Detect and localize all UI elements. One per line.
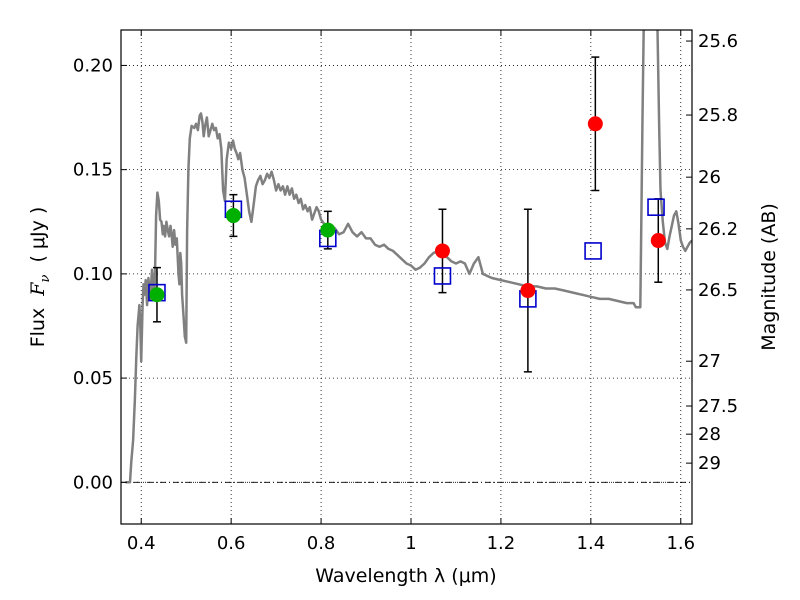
magnitude-tick-label: 28 xyxy=(698,424,721,445)
low-significance-point xyxy=(434,243,450,259)
y-tick-label: 0.05 xyxy=(73,368,113,389)
magnitude-tick-label: 25.8 xyxy=(698,105,738,126)
x-tick-label: 0.4 xyxy=(127,533,156,554)
magnitude-axis-label: Magnitude (AB) xyxy=(758,203,780,351)
plot-frame xyxy=(120,29,693,525)
low-significance-point xyxy=(650,233,666,249)
y-axis-label: Flux Fν ( μJy ) xyxy=(27,207,53,348)
x-axis-label: Wavelength λ (μm) xyxy=(315,565,496,587)
magnitude-tick-label: 29 xyxy=(698,453,721,474)
x-tick-label: 1.4 xyxy=(577,533,606,554)
data-markers xyxy=(148,116,666,308)
magnitude-axis-ticks: 25.6 25.8 26 26.2 26.5 27 27.5 28 29 xyxy=(686,31,738,474)
y-tick-label: 0.20 xyxy=(73,55,113,76)
x-tick-label: 1.2 xyxy=(487,533,516,554)
low-significance-point xyxy=(587,116,603,132)
detection-point xyxy=(225,208,241,224)
detection-point xyxy=(149,287,165,303)
x-tick-label: 0.8 xyxy=(307,533,336,554)
magnitude-tick-label: 27.5 xyxy=(698,396,738,417)
magnitude-tick-label: 27 xyxy=(698,351,721,372)
magnitude-tick-label: 26.2 xyxy=(698,219,738,240)
low-significance-point xyxy=(520,283,536,299)
x-tick-label: 1.6 xyxy=(666,533,695,554)
model-photometry-square xyxy=(647,198,665,216)
model-spectrum xyxy=(125,30,692,484)
x-tick-label: 1 xyxy=(405,533,416,554)
model-photometry-square xyxy=(584,242,602,260)
y-tick-label: 0.10 xyxy=(73,264,113,285)
detection-point xyxy=(320,222,336,238)
y-tick-label: 0.00 xyxy=(73,472,113,493)
model-photometry-square xyxy=(433,267,452,285)
magnitude-tick-label: 26 xyxy=(698,167,721,188)
x-axis-ticks: 0.4 0.6 0.8 1 1.2 1.4 1.6 xyxy=(127,30,695,554)
x-tick-label: 0.6 xyxy=(217,533,246,554)
y-tick-label: 0.15 xyxy=(73,160,113,181)
model-spectrum-line xyxy=(125,30,692,484)
magnitude-tick-label: 26.5 xyxy=(698,280,738,301)
y-axis-ticks: 0.00 0.05 0.10 0.15 0.20 xyxy=(73,55,127,493)
magnitude-tick-label: 25.6 xyxy=(698,31,738,52)
